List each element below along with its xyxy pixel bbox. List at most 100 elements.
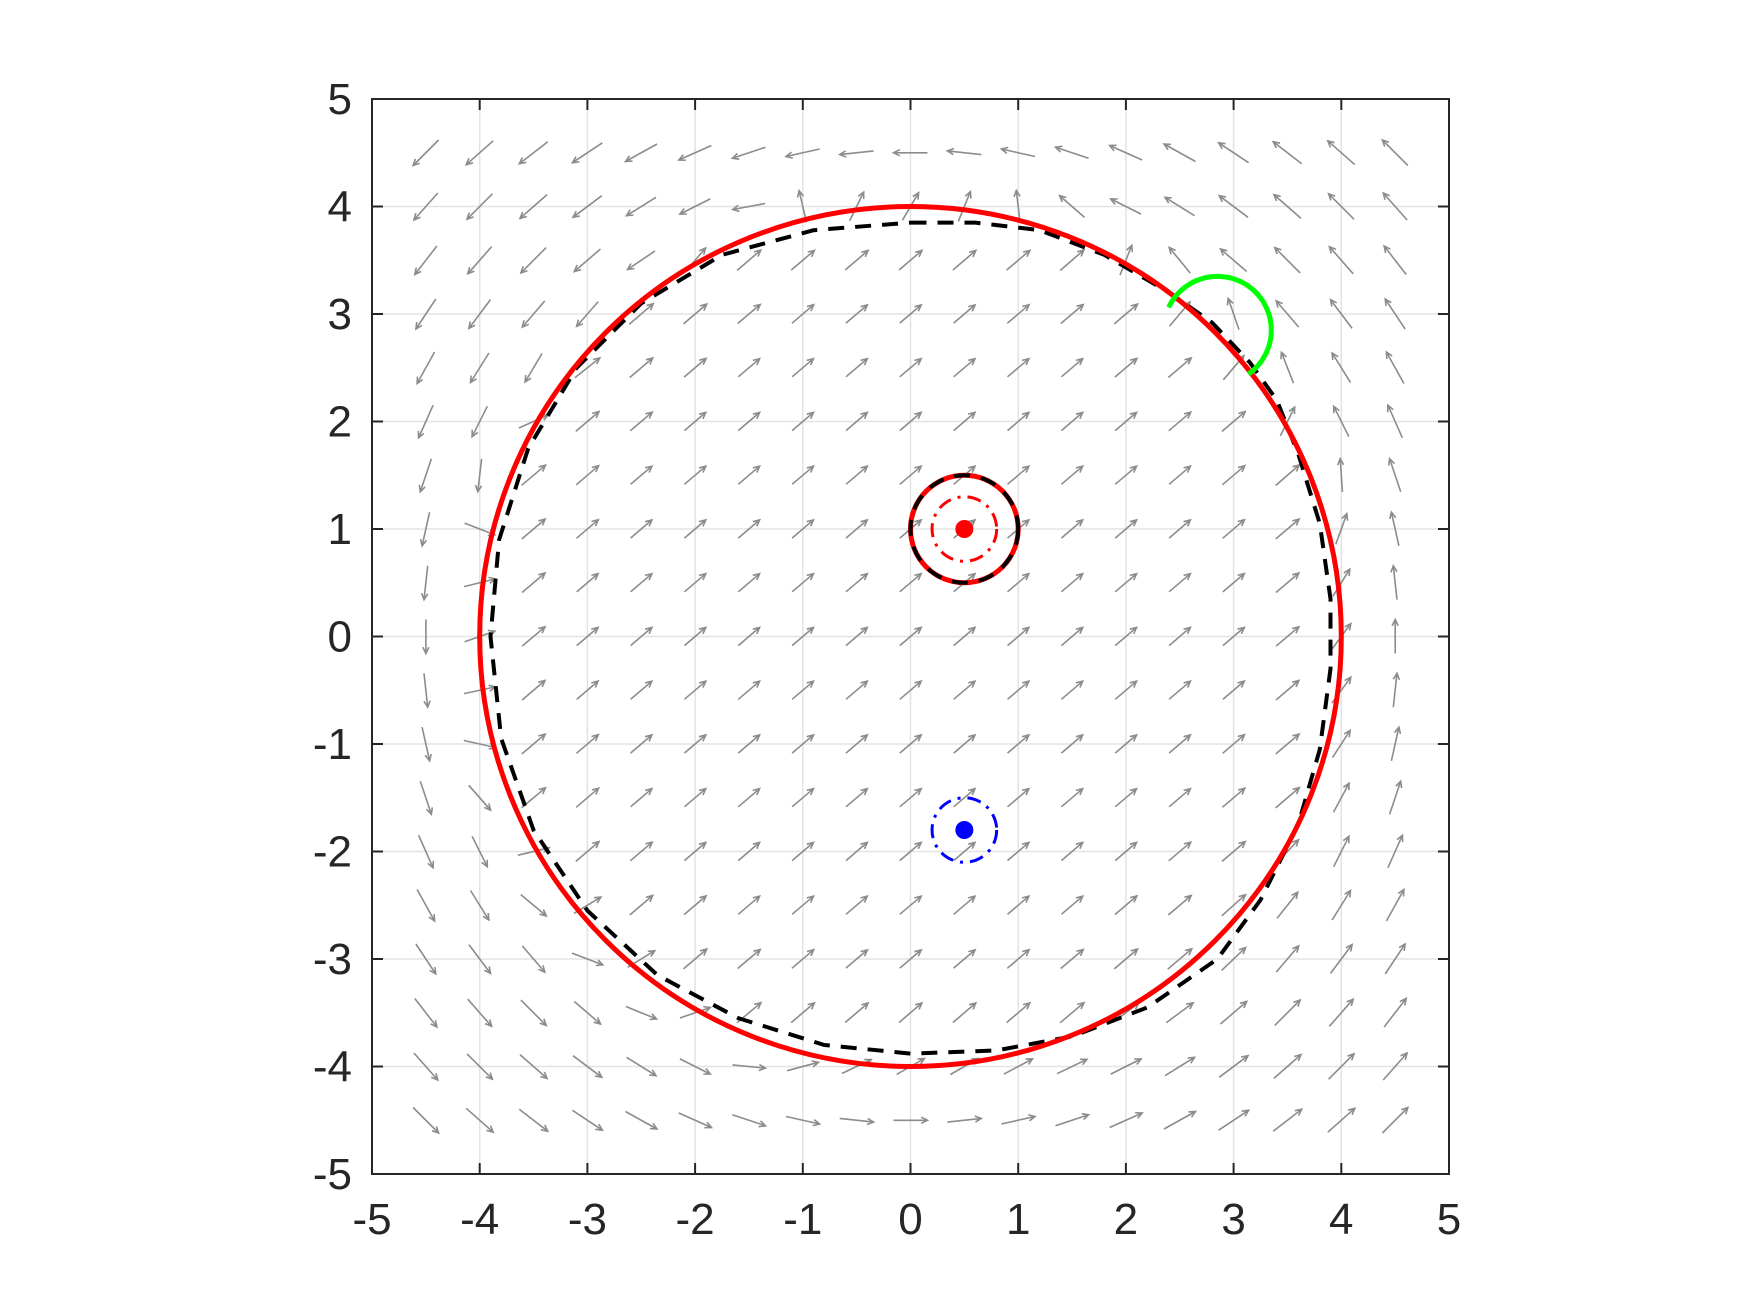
field-arrow [521, 300, 546, 329]
field-arrow [899, 841, 923, 862]
field-arrow [1218, 1054, 1250, 1078]
field-arrow [790, 249, 816, 271]
field-arrow [737, 572, 761, 593]
field-arrow [1326, 139, 1356, 166]
field-arrow [417, 834, 435, 870]
circle-dashdot [930, 796, 999, 864]
y-tick-label: 4 [328, 183, 352, 232]
field-arrow [1060, 680, 1085, 700]
shapes [477, 204, 1344, 1069]
field-arrow [1165, 1001, 1195, 1024]
field-arrow [791, 411, 815, 432]
field-arrow [1332, 834, 1350, 868]
field-arrow [730, 202, 766, 213]
field-arrow [575, 840, 601, 863]
field-arrow [629, 894, 655, 916]
field-arrow [1107, 144, 1143, 161]
field-arrow [571, 952, 605, 967]
field-arrow [574, 356, 602, 379]
data-point [955, 821, 974, 839]
field-arrow [683, 572, 708, 593]
field-arrow [945, 147, 982, 156]
field-arrow [683, 465, 708, 485]
field-arrow [845, 841, 869, 862]
field-arrow [899, 787, 923, 808]
field-arrow [1275, 679, 1301, 701]
field-arrow [1006, 357, 1031, 378]
field-arrow [845, 948, 869, 969]
field-arrow [899, 733, 923, 754]
field-arrow [1327, 192, 1355, 220]
field-arrow [953, 357, 977, 378]
field-arrow [791, 572, 815, 593]
x-tick-label: -5 [352, 1195, 391, 1244]
field-arrow [1114, 518, 1139, 539]
field-arrow [683, 411, 708, 432]
field-arrow [1275, 299, 1300, 328]
field-arrow [519, 247, 547, 275]
field-arrow [682, 302, 709, 325]
field-arrow [952, 1001, 978, 1024]
field-arrow [1221, 787, 1247, 808]
x-tick-label: 3 [1221, 1195, 1245, 1244]
field-arrow [953, 895, 977, 915]
field-arrow [1163, 1110, 1198, 1130]
field-arrow [845, 626, 869, 647]
field-arrow [1114, 680, 1139, 700]
field-arrow [521, 732, 547, 755]
field-arrow [1226, 296, 1240, 330]
data-point [955, 520, 974, 538]
y-tick-label: -5 [313, 1150, 352, 1199]
field-arrow [1327, 1107, 1357, 1133]
field-arrow [575, 464, 600, 486]
field-arrow [1221, 840, 1247, 863]
field-arrow [1060, 948, 1085, 970]
field-arrow [629, 356, 655, 379]
field-arrow [1222, 572, 1246, 593]
field-arrow [683, 518, 708, 539]
field-arrow [737, 787, 761, 808]
field-arrow [791, 680, 815, 700]
y-tick-label: 3 [328, 290, 352, 339]
field-arrow [521, 625, 547, 647]
field-arrow [1221, 410, 1247, 433]
field-arrow [737, 733, 761, 754]
field-arrow [1390, 725, 1402, 761]
field-arrow [1168, 518, 1192, 539]
field-arrow [625, 250, 656, 271]
field-arrow [575, 410, 601, 433]
field-arrow [412, 1106, 440, 1135]
field-arrow [683, 357, 708, 378]
field-arrow [1280, 350, 1295, 384]
x-tick-label: 4 [1329, 1195, 1353, 1244]
x-tick-label: 5 [1437, 1195, 1461, 1244]
field-arrow [575, 787, 600, 808]
field-arrow [1119, 243, 1134, 276]
field-arrow [1217, 141, 1250, 164]
field-arrow [1384, 942, 1407, 975]
field-arrow [845, 411, 869, 432]
field-arrow [466, 1053, 494, 1081]
field-arrow [415, 943, 437, 976]
field-arrow [737, 841, 761, 862]
field-arrow [1013, 188, 1021, 223]
field-arrow [413, 245, 438, 276]
field-arrow [678, 1112, 714, 1129]
x-tick-label: -1 [783, 1195, 822, 1244]
field-arrow [1168, 787, 1192, 808]
field-arrow [630, 626, 654, 647]
field-arrow [1164, 1056, 1197, 1077]
field-arrow [899, 303, 923, 324]
field-arrow [1168, 411, 1193, 432]
field-arrow [1222, 518, 1246, 539]
field-arrow [678, 198, 711, 215]
field-arrow [414, 298, 437, 331]
field-arrow [737, 465, 761, 485]
field-arrow [571, 195, 603, 219]
field-arrow [468, 944, 492, 975]
field-arrow [1006, 249, 1032, 271]
field-arrow [1006, 303, 1031, 324]
field-arrow [737, 357, 761, 378]
field-arrow [1167, 894, 1193, 916]
field-arrow [844, 1001, 870, 1024]
